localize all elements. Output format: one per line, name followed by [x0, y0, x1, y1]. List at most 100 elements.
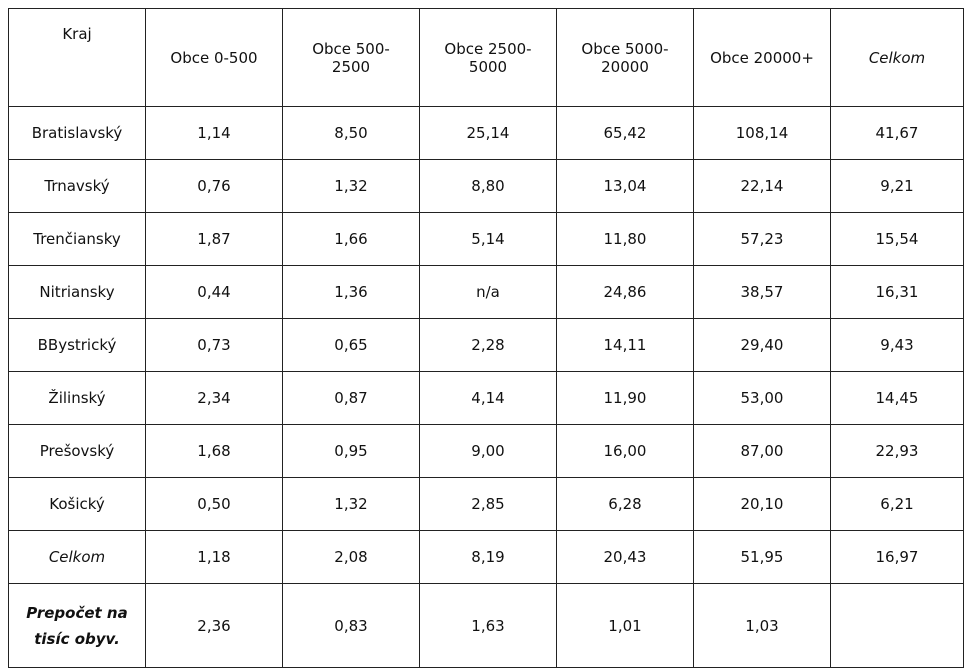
table-cell: 0,44	[145, 265, 283, 319]
table-cell: 22,93	[830, 424, 964, 478]
table-cell: 1,14	[145, 106, 283, 160]
table-row: Nitriansky 0,44 1,36 n/a 24,86 38,57 16,31	[8, 265, 964, 319]
table-cell: 0,87	[282, 371, 420, 425]
header-text: Obce 500-	[312, 39, 390, 58]
table-cell: 1,32	[282, 159, 420, 213]
header-text: Celkom	[868, 48, 926, 67]
row-label: Bratislavský	[8, 106, 146, 160]
table-cell: 9,21	[830, 159, 964, 213]
table-cell: 8,19	[419, 530, 557, 584]
table-cell: 11,80	[556, 212, 694, 266]
table-row: BBystrický 0,73 0,65 2,28 14,11 29,40 9,43	[8, 318, 964, 372]
table-cell: 65,42	[556, 106, 694, 160]
table-cell: 57,23	[693, 212, 831, 266]
table-cell: 1,03	[693, 583, 831, 668]
table-cell: 8,80	[419, 159, 557, 213]
table-row: Košický 0,50 1,32 2,85 6,28 20,10 6,21	[8, 477, 964, 531]
header-cell: Celkom	[830, 8, 964, 107]
table-cell: 14,11	[556, 318, 694, 372]
table-row: Trenčiansky 1,87 1,66 5,14 11,80 57,23 15,54	[8, 212, 964, 266]
table-cell: 4,14	[419, 371, 557, 425]
table-cell: 15,54	[830, 212, 964, 266]
row-label: Prepočet na tisíc obyv.	[8, 583, 146, 668]
table-cell: 1,66	[282, 212, 420, 266]
table-row: Prešovský 1,68 0,95 9,00 16,00 87,00 22,93	[8, 424, 964, 478]
header-cell: Obce 2500- 5000	[419, 8, 557, 107]
table-cell: 5,14	[419, 212, 557, 266]
header-cell: Obce 500- 2500	[282, 8, 420, 107]
table-cell: 16,00	[556, 424, 694, 478]
table-cell: 87,00	[693, 424, 831, 478]
table-cell: 8,50	[282, 106, 420, 160]
header-cell: Kraj	[8, 8, 146, 107]
table-cell: 2,28	[419, 318, 557, 372]
table-cell: 0,95	[282, 424, 420, 478]
row-label: Trenčiansky	[8, 212, 146, 266]
table-cell: 0,50	[145, 477, 283, 531]
table-cell: 6,21	[830, 477, 964, 531]
table-cell: 51,95	[693, 530, 831, 584]
data-table: Kraj Obce 0-500 Obce 500- 2500 Obce 2500- 500…	[8, 8, 964, 668]
header-row: Kraj Obce 0-500 Obce 500- 2500 Obce 2500- 500…	[8, 8, 964, 107]
table-cell: 2,34	[145, 371, 283, 425]
table-cell: 14,45	[830, 371, 964, 425]
header-text: 2500	[331, 57, 371, 76]
table-cell: 1,01	[556, 583, 694, 668]
header-text: Obce 0-500	[170, 48, 258, 67]
row-label: Celkom	[8, 530, 146, 584]
header-text: Kraj	[62, 25, 92, 43]
table-cell: n/a	[419, 265, 557, 319]
table-cell: 6,28	[556, 477, 694, 531]
header-cell: Obce 5000- 20000	[556, 8, 694, 107]
table-cell: 0,83	[282, 583, 420, 668]
table-row: Žilinský 2,34 0,87 4,14 11,90 53,00 14,45	[8, 371, 964, 425]
table-cell: 2,85	[419, 477, 557, 531]
row-label: BBystrický	[8, 318, 146, 372]
table-cell: 16,97	[830, 530, 964, 584]
header-text: Obce 2500-	[444, 39, 532, 58]
table-cell: 0,76	[145, 159, 283, 213]
table-cell: 108,14	[693, 106, 831, 160]
table-cell: 1,63	[419, 583, 557, 668]
row-label: Prešovský	[8, 424, 146, 478]
table-row: Prepočet na tisíc obyv. 2,36 0,83 1,63 1,01 1…	[8, 583, 964, 668]
table-cell: 38,57	[693, 265, 831, 319]
empty-cell	[830, 583, 964, 668]
table-cell: 13,04	[556, 159, 694, 213]
table-cell: 1,18	[145, 530, 283, 584]
table-cell: 24,86	[556, 265, 694, 319]
table-cell: 20,10	[693, 477, 831, 531]
table-cell: 1,87	[145, 212, 283, 266]
table-row: Bratislavský 1,14 8,50 25,14 65,42 108,14 41,6…	[8, 106, 964, 160]
table-row: Trnavský 0,76 1,32 8,80 13,04 22,14 9,21	[8, 159, 964, 213]
header-cell: Obce 20000+	[693, 8, 831, 107]
row-label: Trnavský	[8, 159, 146, 213]
table-cell: 1,68	[145, 424, 283, 478]
table-cell: 0,73	[145, 318, 283, 372]
table-cell: 2,08	[282, 530, 420, 584]
table-cell: 16,31	[830, 265, 964, 319]
table-cell: 41,67	[830, 106, 964, 160]
row-label: Žilinský	[8, 371, 146, 425]
table-cell: 2,36	[145, 583, 283, 668]
header-text: 20000	[601, 57, 649, 76]
row-label: Nitriansky	[8, 265, 146, 319]
header-text: 5000	[468, 57, 508, 76]
table-cell: 1,32	[282, 477, 420, 531]
header-text: Obce 20000+	[710, 48, 814, 67]
header-cell: Obce 0-500	[145, 8, 283, 107]
header-text: Obce 5000-	[581, 39, 669, 58]
table-row: Celkom 1,18 2,08 8,19 20,43 51,95 16,97	[8, 530, 964, 584]
table-cell: 53,00	[693, 371, 831, 425]
table-cell: 25,14	[419, 106, 557, 160]
table-cell: 1,36	[282, 265, 420, 319]
table-cell: 9,00	[419, 424, 557, 478]
table-cell: 22,14	[693, 159, 831, 213]
table-cell: 0,65	[282, 318, 420, 372]
row-label: Košický	[8, 477, 146, 531]
table-cell: 11,90	[556, 371, 694, 425]
table-cell: 29,40	[693, 318, 831, 372]
table-cell: 20,43	[556, 530, 694, 584]
table-cell: 9,43	[830, 318, 964, 372]
